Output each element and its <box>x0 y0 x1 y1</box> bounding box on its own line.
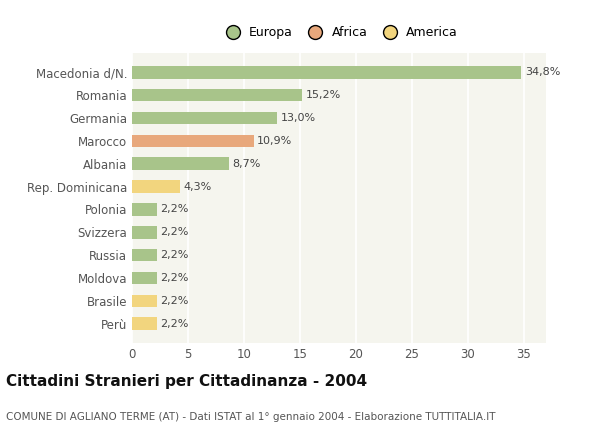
Text: 34,8%: 34,8% <box>525 67 560 77</box>
Text: 2,2%: 2,2% <box>160 273 188 283</box>
Bar <box>132 112 277 124</box>
Text: 8,7%: 8,7% <box>233 159 261 169</box>
Bar <box>132 135 254 147</box>
Bar <box>132 249 157 261</box>
Text: 2,2%: 2,2% <box>160 227 188 237</box>
Text: 4,3%: 4,3% <box>184 182 212 191</box>
Bar <box>132 203 157 216</box>
Text: 2,2%: 2,2% <box>160 296 188 306</box>
Text: 2,2%: 2,2% <box>160 205 188 214</box>
Bar <box>132 89 302 102</box>
Bar <box>132 294 157 307</box>
Bar <box>132 66 521 79</box>
Text: 13,0%: 13,0% <box>281 113 316 123</box>
Text: Cittadini Stranieri per Cittadinanza - 2004: Cittadini Stranieri per Cittadinanza - 2… <box>6 374 367 389</box>
Text: COMUNE DI AGLIANO TERME (AT) - Dati ISTAT al 1° gennaio 2004 - Elaborazione TUTT: COMUNE DI AGLIANO TERME (AT) - Dati ISTA… <box>6 412 496 422</box>
Legend: Europa, Africa, America: Europa, Africa, America <box>215 21 463 44</box>
Bar <box>132 226 157 238</box>
Bar <box>132 272 157 284</box>
Text: 15,2%: 15,2% <box>305 90 341 100</box>
Bar <box>132 158 229 170</box>
Bar <box>132 317 157 330</box>
Text: 2,2%: 2,2% <box>160 250 188 260</box>
Text: 10,9%: 10,9% <box>257 136 293 146</box>
Text: 2,2%: 2,2% <box>160 319 188 329</box>
Bar <box>132 180 180 193</box>
